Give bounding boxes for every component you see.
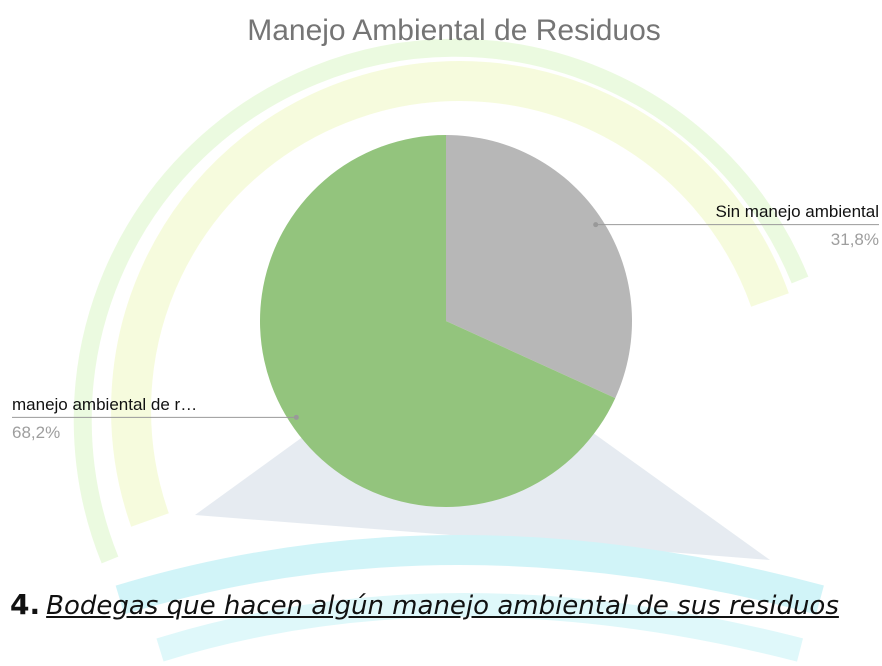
leader-dot (593, 222, 599, 228)
slice-value-label: 31,8% (831, 230, 879, 249)
slice-label: Sin manejo ambiental (716, 202, 879, 221)
pie-slice (446, 135, 632, 399)
slice-label: manejo ambiental de r… (12, 395, 197, 414)
caption-number: 4. (10, 588, 41, 621)
chart-title: Manejo Ambiental de Residuos (247, 14, 661, 47)
caption: 4. Bodegas que hacen algún manejo ambient… (10, 588, 882, 621)
slice-value-label: 68,2% (12, 423, 60, 442)
caption-text: Bodegas que hacen algún manejo ambiental… (46, 591, 839, 621)
leader-dot (293, 414, 299, 420)
pie-slice (259, 135, 616, 507)
